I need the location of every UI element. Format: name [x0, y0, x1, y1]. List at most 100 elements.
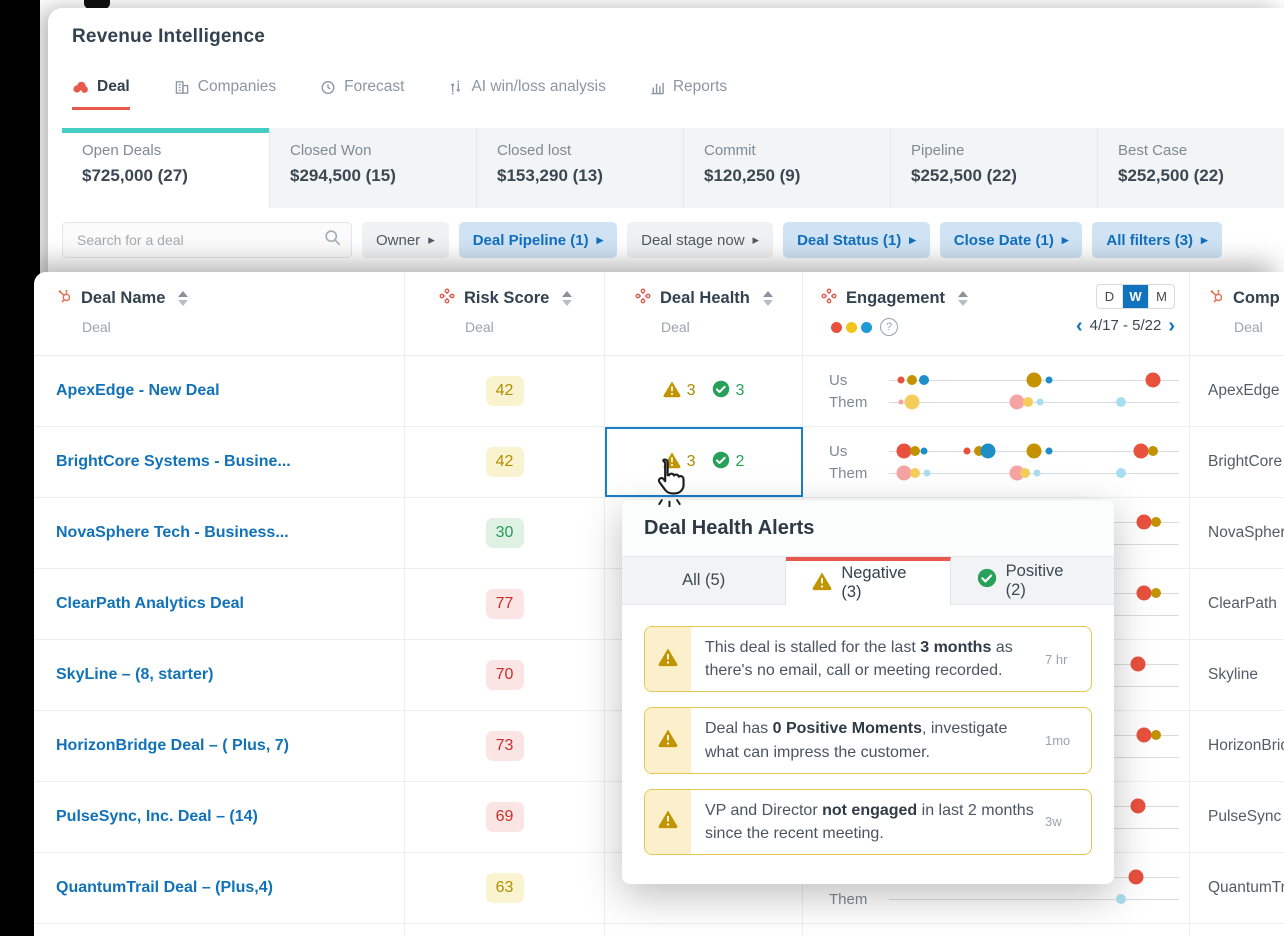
alert-message: VP and Director not engaged in last 2 mo…	[705, 801, 1034, 842]
positive-alerts[interactable]: 2	[712, 451, 744, 474]
ai-winloss-icon	[448, 79, 463, 95]
engagement-us-row: Us	[829, 369, 1179, 391]
toggle-m[interactable]: M	[1148, 285, 1174, 308]
engagement-timeline[interactable]	[889, 391, 1179, 413]
engagement-timeline[interactable]	[889, 888, 1179, 910]
nav-tab-ai-win-loss-analysis[interactable]: AI win/loss analysis	[448, 78, 606, 110]
positive-alerts[interactable]: 3	[712, 380, 744, 403]
popup-tab-all-5-[interactable]: All (5)	[622, 557, 787, 605]
deal-name-link[interactable]: QuantumTrail Deal – (Plus,4)	[56, 879, 273, 896]
nav-tab-label: AI win/loss analysis	[471, 78, 606, 95]
deal-name-link[interactable]: SkyLine – (8, starter)	[56, 666, 214, 683]
popup-tab-positive-2-[interactable]: Positive (2)	[950, 557, 1114, 605]
chevron-right-icon: ▸	[428, 232, 435, 247]
engagement-dot	[1145, 372, 1161, 388]
negative-alerts[interactable]: 3	[663, 451, 696, 474]
risk-score-badge: 63	[485, 873, 524, 903]
alert-card[interactable]: This deal is stalled for the last 3 mont…	[644, 626, 1092, 693]
engagement-dot	[1020, 468, 1031, 478]
sort-arrows-icon[interactable]	[562, 291, 573, 306]
engagement-timeline[interactable]	[889, 462, 1179, 484]
filter-chip-deal-pipeline-1-[interactable]: Deal Pipeline (1) ▸	[458, 222, 618, 258]
engagement-dot	[910, 468, 921, 478]
sort-arrows-icon[interactable]	[958, 291, 969, 306]
hubspot-icon	[1208, 288, 1224, 309]
negative-alerts[interactable]: 3	[663, 380, 696, 403]
column-label: Deal Name	[81, 289, 166, 307]
engagement-timeline[interactable]	[889, 440, 1179, 462]
alert-card[interactable]: VP and Director not engaged in last 2 mo…	[644, 788, 1092, 856]
nav-tab-companies[interactable]: Companies	[174, 78, 276, 110]
column-header-engagement: Engagement? D W M ‹ 4/17 - 5/22 ›	[803, 272, 1190, 355]
deal-name-link[interactable]: NovaSphere Tech - Business...	[56, 524, 289, 541]
filter-chip-owner[interactable]: Owner ▸	[362, 222, 449, 258]
sort-arrows-icon[interactable]	[178, 291, 189, 306]
hubspot-icon	[56, 288, 72, 309]
risk-score-badge: 30	[485, 518, 524, 548]
popup-tab-label: Negative (3)	[841, 564, 907, 601]
engagement-dot	[1128, 869, 1143, 885]
deal-health-cell[interactable]	[605, 853, 803, 923]
nav-tab-label: Companies	[197, 78, 277, 95]
filter-chip-label: Close Date (1)	[953, 231, 1054, 249]
alert-warning-strip	[645, 627, 691, 692]
chevron-left-icon[interactable]: ‹	[1075, 314, 1083, 337]
deal-name-link[interactable]: HorizonBridge Deal – ( Plus, 7)	[56, 737, 289, 754]
engagement-dot	[1116, 397, 1126, 407]
chevron-right-icon[interactable]: ›	[1168, 314, 1175, 337]
sort-arrows-icon[interactable]	[762, 291, 773, 306]
summary-card-open-deals[interactable]: Open Deals $725,000 (27)	[62, 128, 269, 208]
deal-health-alerts-popup: Deal Health Alerts All (5) Negative (3) Po…	[622, 500, 1114, 884]
search-input[interactable]: Search for a deal	[62, 222, 352, 258]
deal-name-cell: PulseSync, Inc. Deal – (14)	[34, 782, 405, 852]
summary-card-closed-won[interactable]: Closed Won $294,500 (15)	[269, 128, 476, 208]
nav-tab-reports[interactable]: Reports	[650, 78, 727, 110]
search-placeholder: Search for a deal	[77, 232, 184, 248]
nav-tab-deal[interactable]: Deal	[72, 78, 130, 110]
deal-name-cell	[34, 924, 405, 936]
toggle-w[interactable]: W	[1122, 285, 1148, 308]
engagement-dot	[920, 447, 928, 455]
summary-card-value: $725,000 (27)	[82, 166, 188, 185]
column-header-deal-health: Deal Health Deal	[605, 272, 803, 355]
column-header-comp: Comp Deal	[1190, 272, 1284, 355]
popup-tab-negative-3-[interactable]: Negative (3)	[786, 557, 951, 605]
filter-chip-close-date-1-[interactable]: Close Date (1) ▸	[939, 222, 1083, 258]
company-cell: PulseSync	[1208, 808, 1282, 825]
company-cell: Skyline	[1208, 666, 1258, 683]
engagement-them-label: Them	[829, 393, 868, 411]
toggle-d[interactable]: D	[1104, 289, 1115, 304]
summary-card-best-case[interactable]: Best Case $252,500 (22)	[1097, 128, 1284, 208]
nav-tab-forecast[interactable]: Forecast	[320, 78, 404, 110]
nav-tab-label: Deal	[97, 78, 130, 95]
alert-timestamp: 7 hr	[1045, 651, 1068, 667]
deal-name-link[interactable]: PulseSync, Inc. Deal – (14)	[56, 808, 258, 825]
deal-name-link[interactable]: ApexEdge - New Deal	[56, 382, 220, 399]
alert-card[interactable]: Deal has 0 Positive Moments, investigate…	[644, 707, 1092, 774]
risk-score-cell: 42	[405, 427, 605, 497]
summary-card-closed-lost[interactable]: Closed lost $153,290 (13)	[476, 128, 683, 208]
engagement-timeline[interactable]	[889, 369, 1179, 391]
summary-card-commit[interactable]: Commit $120,250 (9)	[683, 128, 890, 208]
summary-card-pipeline[interactable]: Pipeline $252,500 (22)	[890, 128, 1097, 208]
engagement-dot	[907, 375, 918, 385]
summary-card-value: $120,250 (9)	[704, 166, 801, 185]
help-icon[interactable]: ?	[880, 318, 898, 336]
filter-chip-all-filters-3-[interactable]: All filters (3) ▸	[1092, 222, 1222, 258]
flower-icon	[635, 288, 651, 309]
deal-health-cell[interactable]	[605, 924, 803, 936]
table-header: Deal Name Deal Risk Score Deal Deal Health De…	[34, 272, 1284, 356]
deal-name-link[interactable]: BrightCore Systems - Busine...	[56, 453, 291, 470]
column-header-top: Engagement	[821, 288, 1189, 309]
warning-icon	[658, 728, 678, 753]
deal-name-link[interactable]: ClearPath Analytics Deal	[56, 595, 244, 612]
legend-dot	[861, 321, 872, 333]
column-header-top: Risk Score	[439, 288, 604, 309]
filter-chip-deal-status-1-[interactable]: Deal Status (1) ▸	[783, 222, 930, 258]
negative-count: 3	[686, 382, 696, 399]
background-edge	[0, 0, 40, 936]
filter-chip-deal-stage-now[interactable]: Deal stage now ▸	[627, 222, 774, 258]
